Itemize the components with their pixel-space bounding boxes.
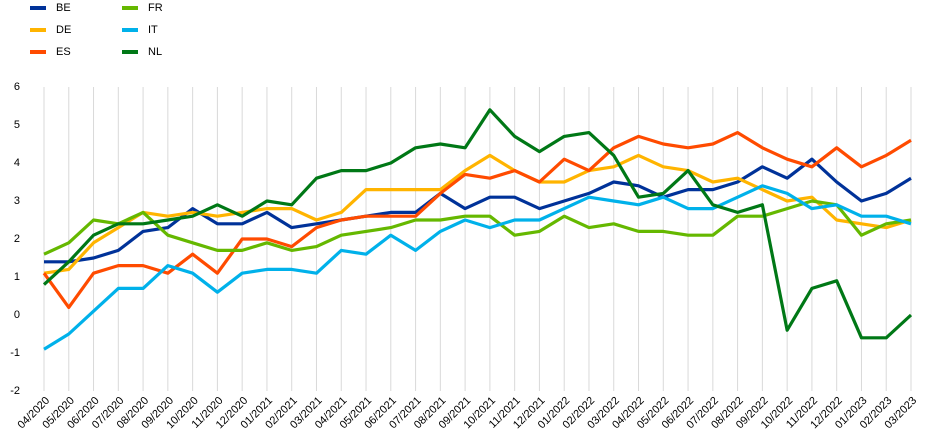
series-line bbox=[43, 153, 912, 275]
y-tick-label: -1 bbox=[10, 347, 20, 359]
series-line bbox=[43, 199, 912, 256]
legend-label: ES bbox=[56, 46, 71, 58]
y-tick-label: 4 bbox=[14, 157, 20, 169]
legend-label: IT bbox=[148, 24, 158, 36]
y-tick-label: 2 bbox=[14, 233, 20, 245]
legend-label: DE bbox=[56, 24, 71, 36]
legend-label: BE bbox=[56, 2, 71, 14]
legend-label: FR bbox=[148, 2, 163, 14]
y-tick-label: 5 bbox=[14, 119, 20, 131]
y-tick-label: 6 bbox=[14, 81, 20, 93]
series-line bbox=[42, 108, 913, 340]
y-tick-label: 3 bbox=[14, 195, 20, 207]
series-line bbox=[43, 184, 912, 351]
y-tick-label: 1 bbox=[14, 271, 20, 283]
y-tick-label: 0 bbox=[14, 309, 20, 321]
y-tick-label: -2 bbox=[10, 385, 20, 397]
series-line bbox=[42, 131, 912, 309]
legend-label: NL bbox=[148, 46, 162, 58]
